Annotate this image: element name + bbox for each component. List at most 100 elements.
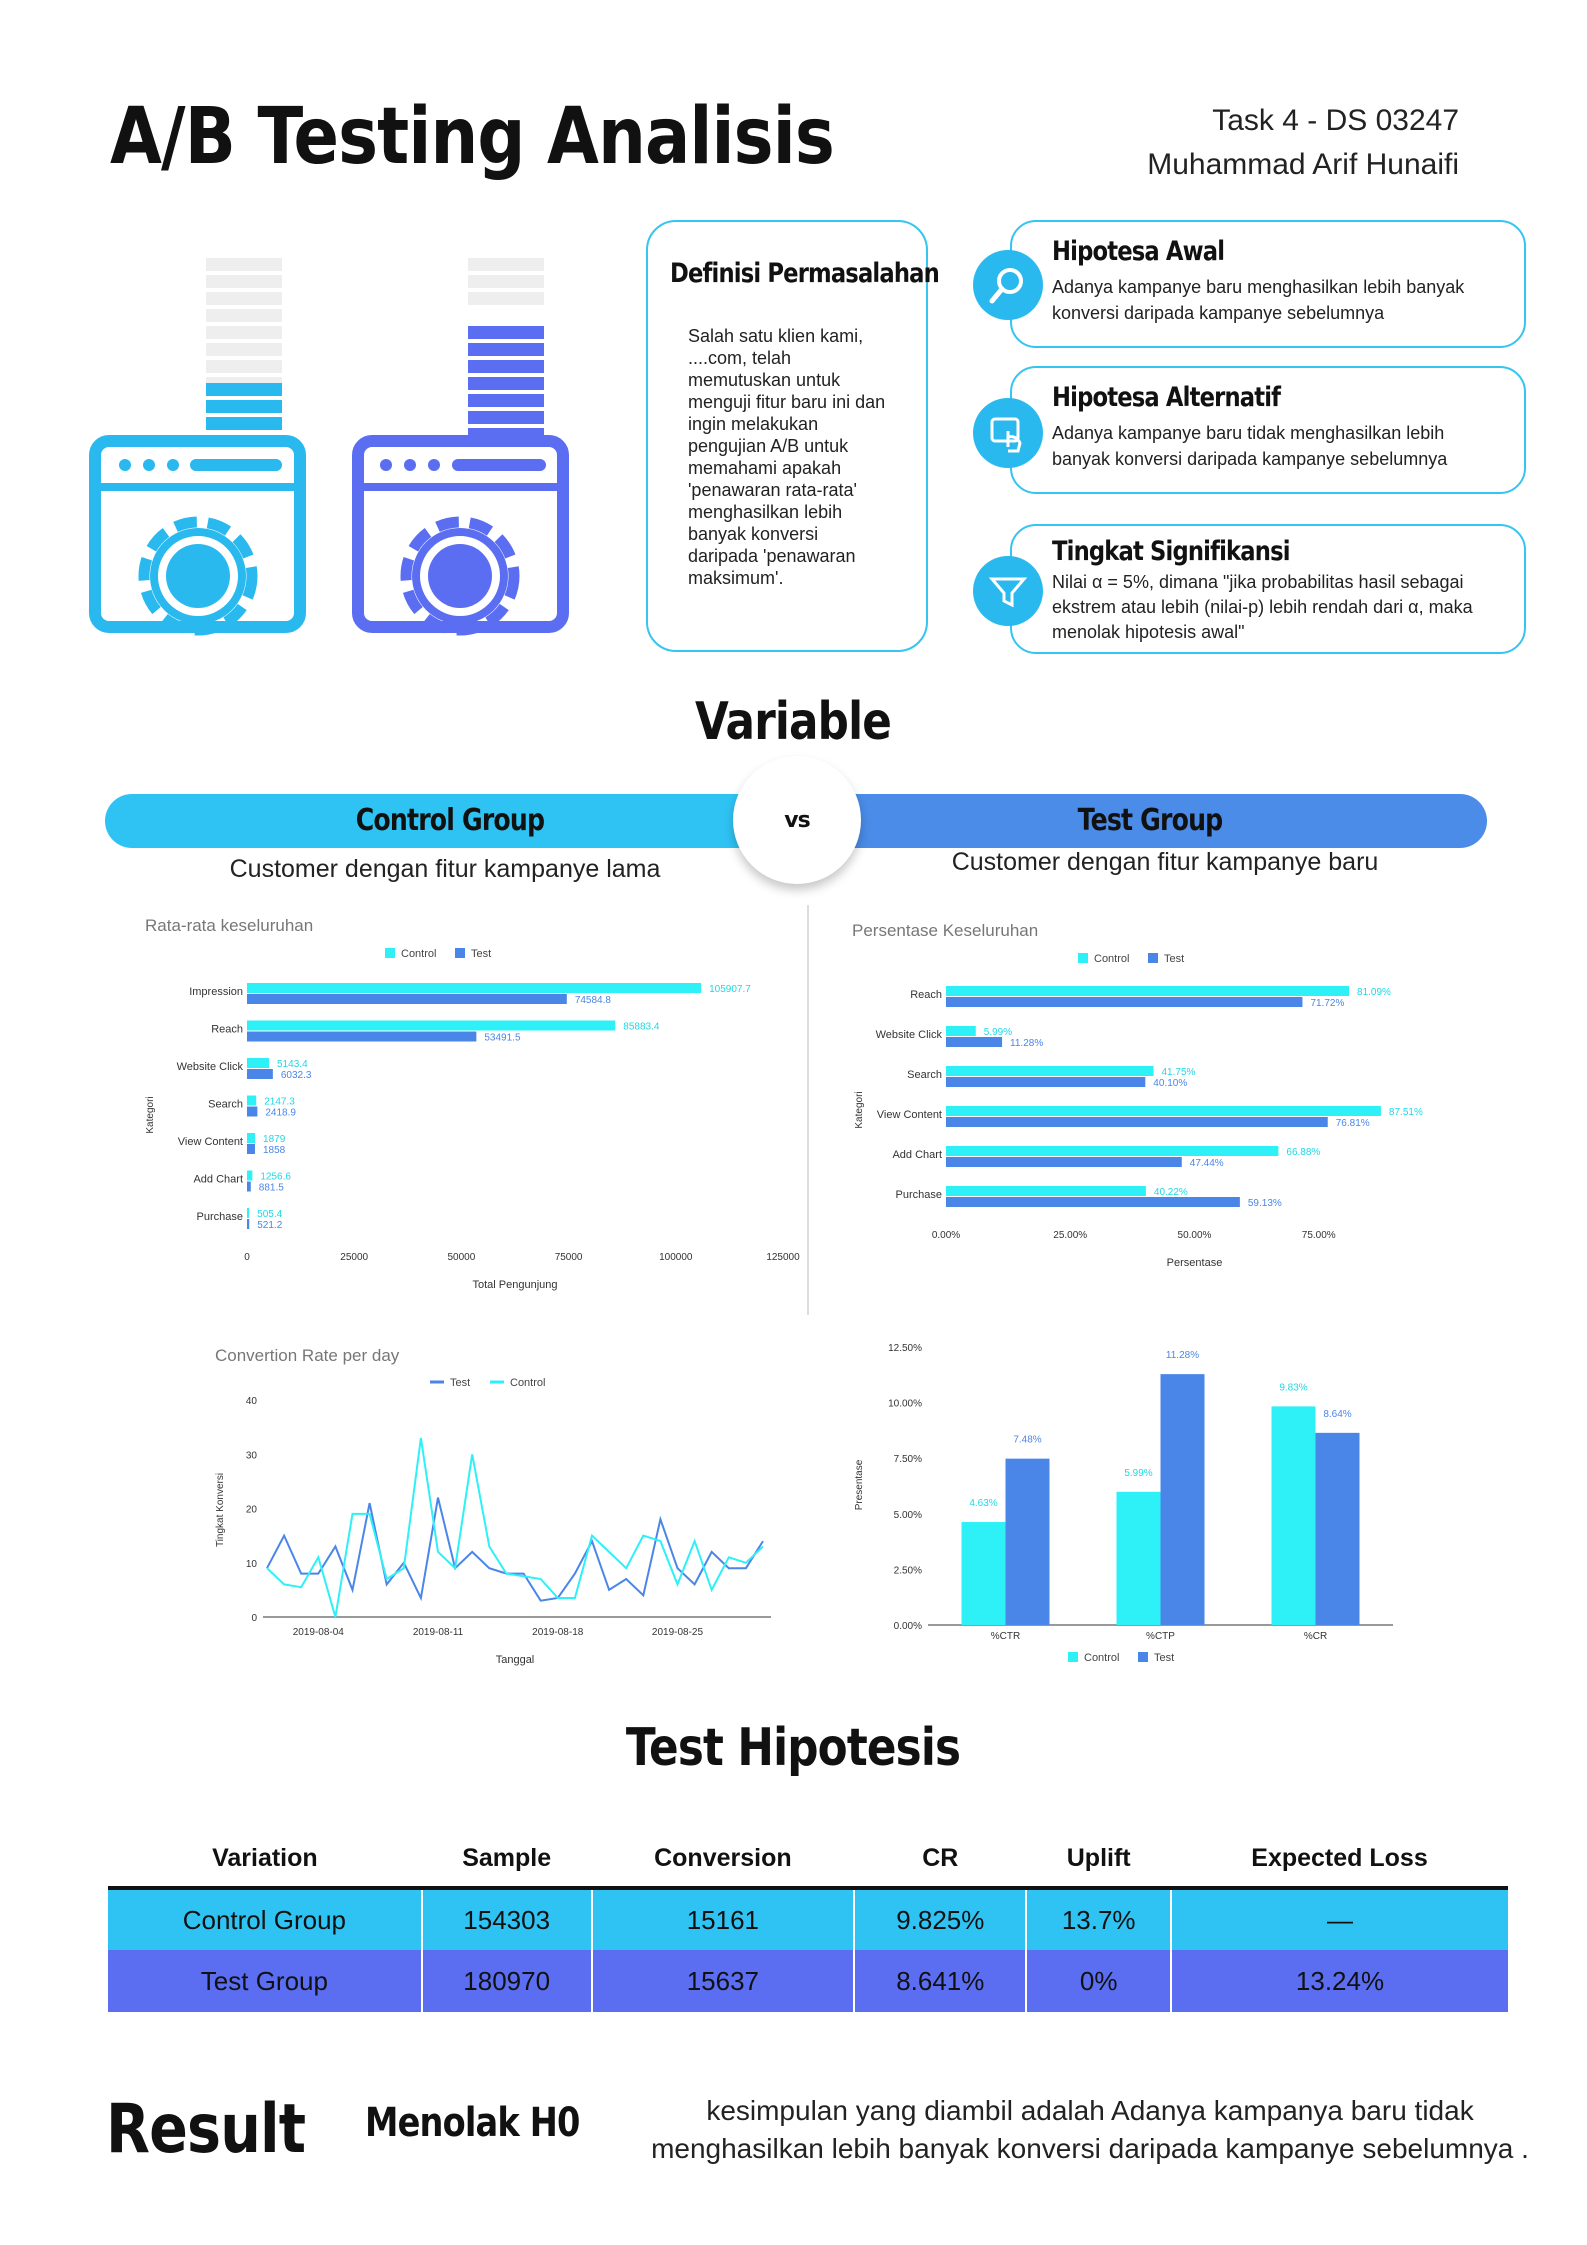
legend-label: Control	[1094, 953, 1129, 965]
bar	[247, 1020, 616, 1031]
data-label: 85883.4	[623, 1022, 660, 1033]
category-label: View Content	[178, 1136, 243, 1148]
data-label: 47.44%	[1190, 1158, 1224, 1169]
test-gear-window-icon	[352, 435, 569, 636]
control-group-label: Control Group	[355, 803, 545, 838]
tick-label: 75000	[555, 1252, 583, 1263]
control-gear-window-icon	[89, 435, 306, 636]
tick-label: 7.50%	[894, 1454, 922, 1465]
tick-label: 2019-08-18	[532, 1627, 584, 1638]
data-label: 1858	[263, 1145, 286, 1156]
data-label: 1256.6	[260, 1172, 291, 1183]
tick-label: 50000	[447, 1252, 475, 1263]
category-label: View Content	[877, 1109, 942, 1121]
control-group-description: Customer dengan fitur kampanye lama	[229, 855, 661, 883]
legend-swatch	[1078, 953, 1088, 963]
axis-label: Persentase	[1167, 1257, 1223, 1269]
bar	[946, 1106, 1381, 1116]
legend-label: Control	[1084, 1652, 1119, 1664]
data-label: 2418.9	[265, 1108, 296, 1119]
bar	[1315, 1432, 1360, 1625]
table-cell: 0%	[1026, 1950, 1172, 2012]
tick-label: 2019-08-04	[293, 1627, 345, 1638]
bar	[946, 1197, 1240, 1207]
bar	[1271, 1406, 1316, 1625]
data-label: 5143.4	[277, 1059, 308, 1070]
legend-label: Test	[471, 948, 491, 960]
chart-conversion-rate-per-day: Convertion Rate per day Test Control 0 10 20 3…	[215, 1346, 771, 1666]
legend-label: Test	[450, 1377, 470, 1389]
data-label: 7.48%	[1013, 1435, 1041, 1446]
tick-label: 25.00%	[1053, 1230, 1087, 1241]
category-label: %CTP	[1146, 1631, 1175, 1642]
ab-test-illustration	[89, 258, 569, 636]
test-hypothesis-title: Test Hipotesis	[625, 1718, 961, 1778]
axis-label: Total Pengunjung	[472, 1279, 557, 1291]
category-label: Reach	[211, 1024, 243, 1036]
bar	[1116, 1491, 1161, 1625]
hypothesis-title: Hipotesa Awal	[1052, 236, 1225, 267]
bar	[1160, 1374, 1205, 1625]
tick-label: 0.00%	[894, 1621, 922, 1632]
series-line-test	[266, 1497, 764, 1602]
data-label: 53491.5	[484, 1033, 521, 1044]
table-cell: Control Group	[108, 1888, 423, 1950]
column-header: Uplift	[1026, 1830, 1171, 1890]
tick-label: 40	[246, 1396, 258, 1407]
hypothesis-body: Adanya kampanye baru tidak menghasilkan …	[1052, 423, 1448, 469]
data-label: 4.63%	[969, 1498, 997, 1509]
data-label: 6032.3	[281, 1070, 312, 1081]
data-label: 40.22%	[1154, 1187, 1188, 1198]
data-label: 59.13%	[1248, 1198, 1282, 1209]
bar	[946, 1186, 1146, 1196]
chart-average-overall: Rata-rata keseluruhan Control Test Impressi…	[145, 916, 800, 1291]
legend-swatch	[1138, 1652, 1148, 1662]
table-cell: 13.24%	[1171, 1950, 1508, 2012]
bar	[946, 997, 1303, 1007]
chart-divider	[807, 905, 809, 1315]
data-label: 505.4	[257, 1209, 282, 1220]
table-row: Test Group 180970 15637 8.641% 0% 13.24%	[108, 1950, 1508, 2012]
hypothesis-card-alternative: Hipotesa Alternatif Adanya kampanye baru…	[1010, 366, 1526, 494]
tick-label: 125000	[766, 1252, 800, 1263]
bar	[247, 1058, 270, 1068]
definition-title: Definisi Permasalahan	[670, 258, 940, 289]
hypothesis-body: Nilai α = 5%, dimana "jika probabilitas …	[1052, 572, 1473, 642]
bar	[247, 1133, 256, 1143]
chart-ctr-ctp-cr: 0.00% 2.50% 5.00% 7.50% 10.00% 12.50% 4.63% 7.4…	[854, 1343, 1393, 1664]
page-title: A/B Testing Analisis	[110, 92, 835, 182]
category-label: Search	[208, 1099, 243, 1111]
test-group-bar: Test Group	[795, 794, 1487, 848]
bar	[946, 1077, 1146, 1087]
category-label: Add Chart	[892, 1149, 942, 1161]
table-cell: 13.7%	[1026, 1888, 1172, 1950]
axis-label: Presentase	[854, 1459, 865, 1510]
category-label: Website Click	[876, 1029, 943, 1041]
tick-label: 10	[246, 1559, 258, 1570]
category-label: Purchase	[197, 1211, 243, 1223]
table-row: Control Group 154303 15161 9.825% 13.7% …	[108, 1888, 1508, 1950]
column-header: Expected Loss	[1171, 1830, 1508, 1890]
legend-label: Test	[1164, 953, 1184, 965]
data-label: 66.88%	[1286, 1147, 1320, 1158]
funnel-icon	[973, 556, 1043, 626]
data-label: 11.28%	[1166, 1350, 1199, 1361]
hypothesis-title: Tingkat Signifikansi	[1052, 536, 1291, 567]
column-header: Sample	[421, 1830, 592, 1890]
legend-swatch	[1068, 1652, 1078, 1662]
chart-title: Convertion Rate per day	[215, 1346, 400, 1365]
category-label: Website Click	[177, 1061, 244, 1073]
tick-label: 2.50%	[894, 1565, 922, 1576]
hypothesis-card-initial: Hipotesa Awal Adanya kampanye baru mengh…	[1010, 220, 1526, 348]
bar	[946, 1117, 1328, 1127]
data-label: 81.09%	[1357, 987, 1391, 998]
author-name: Muhammad Arif Hunaifi	[1147, 148, 1459, 181]
bar	[946, 1026, 976, 1036]
category-label: %CR	[1304, 1631, 1327, 1642]
tick-label: 20	[246, 1505, 258, 1516]
bar	[247, 1219, 250, 1229]
table-cell: 15161	[591, 1888, 856, 1950]
test-progress-icon	[468, 258, 544, 441]
axis-label: Tingkat Konversi	[215, 1473, 226, 1547]
category-label: Add Chart	[193, 1174, 243, 1186]
